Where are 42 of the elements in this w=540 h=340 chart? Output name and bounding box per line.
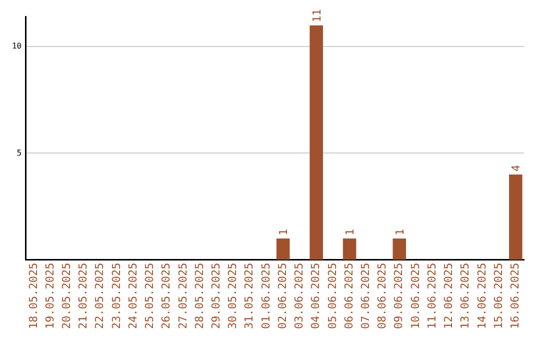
x-tick-label: 16.06.2025: [508, 262, 522, 330]
x-tick-label: 05.06.2025: [326, 262, 339, 330]
x-tick-label: 29.05.2025: [210, 262, 223, 330]
y-tick-label: 10: [12, 42, 22, 51]
data-label: 1: [277, 228, 290, 236]
x-tick-label: 21.05.2025: [76, 262, 90, 330]
x-tick-label: 02.06.2025: [276, 262, 289, 330]
x-tick-label: 19.05.2025: [43, 262, 56, 330]
x-tick-label: 31.05.2025: [242, 262, 256, 330]
data-label: 1: [393, 228, 406, 236]
x-tick-label: 12.06.2025: [442, 262, 456, 330]
x-tick-label: 01.06.2025: [259, 262, 272, 330]
x-tick-label: 09.06.2025: [392, 262, 406, 330]
data-label: 11: [310, 9, 324, 22]
x-tick-label: 08.06.2025: [376, 262, 389, 330]
x-tick-label: 06.06.2025: [342, 262, 356, 330]
x-tick-label: 04.06.2025: [309, 262, 322, 330]
bar: [276, 238, 290, 260]
x-tick-label: 14.06.2025: [475, 262, 488, 330]
x-tick-label: 27.05.2025: [176, 262, 190, 330]
data-label: 1: [344, 228, 357, 236]
bar: [342, 238, 356, 260]
data-label: 4: [510, 164, 523, 172]
x-tick-label: 28.05.2025: [192, 262, 206, 330]
x-tick-label: 03.06.2025: [292, 262, 306, 330]
bar: [392, 238, 406, 260]
x-tick-label: 18.05.2025: [26, 262, 40, 330]
x-tick-label: 11.06.2025: [425, 262, 438, 330]
x-tick-label: 07.06.2025: [359, 262, 372, 330]
x-tick-label: 13.06.2025: [458, 262, 472, 330]
x-tick-label: 10.06.2025: [408, 262, 422, 330]
x-tick-label: 24.05.2025: [126, 262, 140, 330]
x-tick-label: 25.05.2025: [143, 262, 156, 330]
x-tick-label: 23.05.2025: [110, 262, 123, 330]
x-tick-label: 20.05.2025: [60, 262, 74, 330]
bar: [310, 25, 323, 260]
bar: [509, 174, 522, 260]
x-tick-label: 22.05.2025: [93, 262, 106, 330]
x-tick-label: 26.05.2025: [160, 262, 173, 330]
y-tick-label: 5: [16, 148, 22, 158]
x-tick-label: 30.05.2025: [226, 262, 240, 330]
x-tick-label: 15.06.2025: [492, 262, 505, 330]
